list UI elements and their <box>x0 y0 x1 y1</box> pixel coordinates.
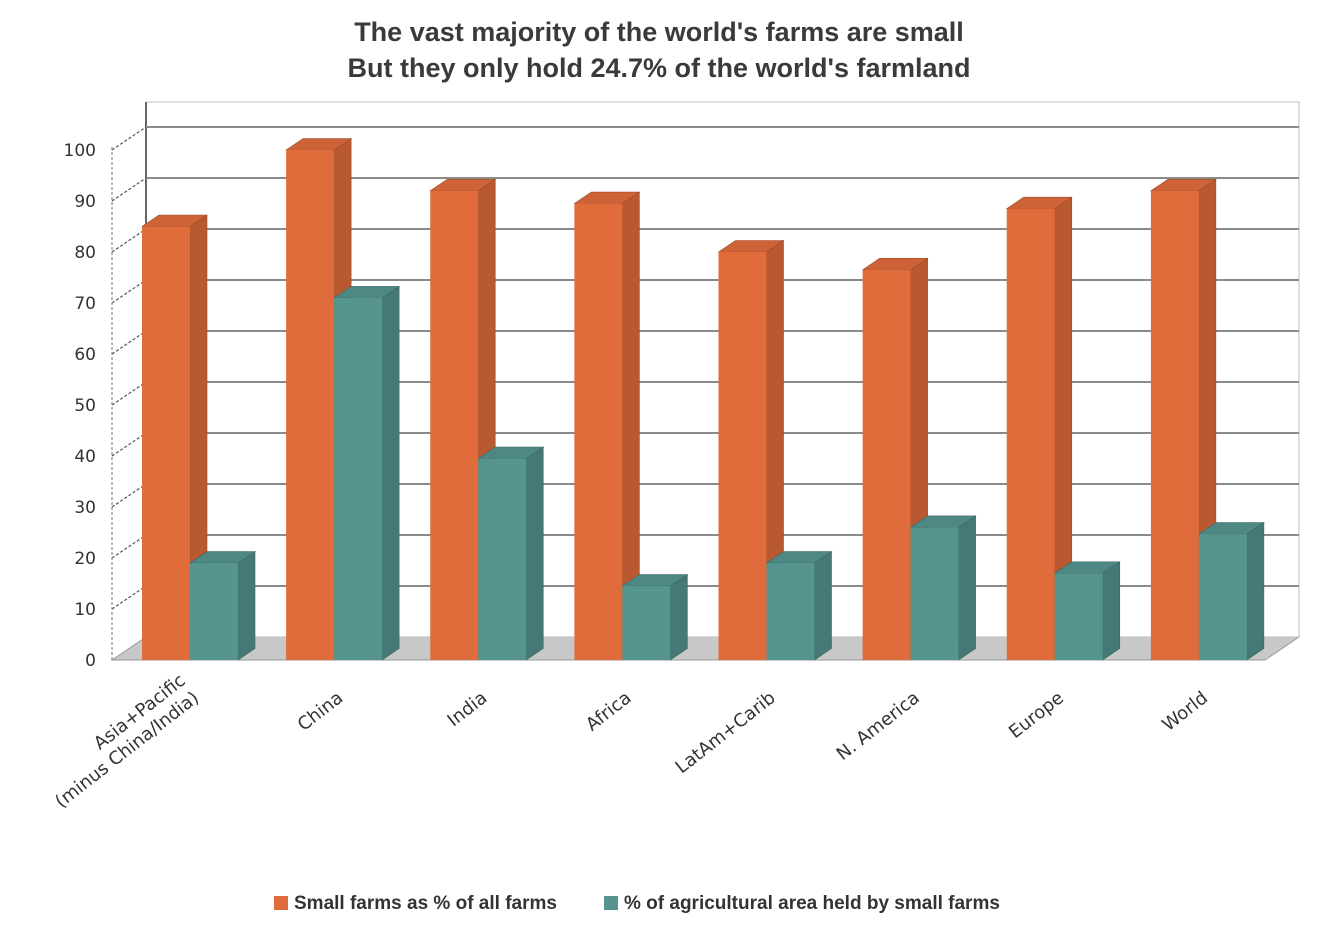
x-category-label: Africa <box>582 687 635 735</box>
gridline-side <box>111 126 147 151</box>
bar-small-farms-pct <box>1005 196 1073 661</box>
legend-swatch <box>274 896 288 910</box>
legend-label: Small farms as % of all farms <box>294 893 557 914</box>
gridline-side <box>111 330 147 355</box>
bar-small-farms-pct <box>141 214 208 661</box>
x-category-label: India <box>444 687 492 731</box>
gridline-side <box>111 585 147 610</box>
bar-agri-area-pct <box>621 573 689 661</box>
y-tick-label: 10 <box>74 600 96 620</box>
bar-front <box>1150 190 1199 661</box>
gridline-side <box>111 381 147 406</box>
bar-agri-area-pct <box>477 446 545 661</box>
bar-side <box>670 573 688 661</box>
y-tick-label: 0 <box>85 651 96 671</box>
y-tick-label: 50 <box>74 396 96 416</box>
x-axis-labels: Asia+Pacific(minus China/India) China Indi… <box>51 670 1212 812</box>
y-tick-label: 70 <box>74 294 96 314</box>
gridline-side <box>111 432 147 457</box>
y-tick-label: 80 <box>74 243 96 263</box>
bar-agri-area-pct <box>1197 521 1265 661</box>
y-axis: 0 10 20 30 40 50 60 70 80 90 100 <box>64 141 113 671</box>
bar-front <box>142 226 190 660</box>
legend: Small farms as % of all farms % of agricu… <box>274 893 1000 914</box>
x-tick-label: N. America <box>833 687 924 765</box>
bar-front <box>910 527 959 660</box>
x-tick-label: (minus China/India) <box>51 687 203 812</box>
chart-title: The vast majority of the world's farms a… <box>354 17 964 47</box>
x-category-label: World <box>1158 687 1212 735</box>
x-category-label: China <box>294 687 347 735</box>
bar-front <box>190 563 238 660</box>
gridline-side <box>111 483 147 508</box>
bars <box>141 137 1265 661</box>
bar-front <box>766 563 815 660</box>
chart-subtitle: But they only hold 24.7% of the world's … <box>348 53 971 83</box>
x-tick-label: China <box>294 687 347 735</box>
bar-front <box>430 190 479 661</box>
bar-front <box>862 269 911 660</box>
bar-agri-area-pct <box>189 551 256 661</box>
gridline-side <box>111 279 147 304</box>
bar-side <box>525 446 544 661</box>
x-category-label: N. America <box>833 687 924 765</box>
bar-side <box>381 285 400 661</box>
bar-agri-area-pct <box>909 515 977 661</box>
x-tick-label: India <box>444 687 492 731</box>
gridline-side <box>111 228 147 253</box>
legend-label: % of agricultural area held by small far… <box>624 893 1000 914</box>
y-tick-label: 90 <box>74 192 96 212</box>
bar-side <box>958 515 976 661</box>
legend-item: Small farms as % of all farms <box>274 893 557 914</box>
bar-front <box>1006 208 1055 660</box>
bar-small-farms-pct <box>573 191 641 661</box>
x-category-label: Asia+Pacific(minus China/India) <box>51 670 203 812</box>
bar-agri-area-pct <box>1053 561 1121 661</box>
bar-front <box>478 458 527 660</box>
x-category-label: Europe <box>1005 687 1068 743</box>
gridline-side <box>111 534 147 559</box>
bar-side <box>1246 521 1265 661</box>
x-tick-label: Africa <box>582 687 635 735</box>
bar-small-farms-pct <box>717 239 785 661</box>
x-category-label: LatAm+Carib <box>672 687 780 778</box>
y-tick-label: 20 <box>74 549 96 569</box>
x-tick-label: World <box>1158 687 1212 735</box>
bar-agri-area-pct <box>333 285 401 661</box>
bar-front <box>718 252 767 660</box>
y-tick-label: 40 <box>74 447 96 467</box>
bar-side <box>814 551 832 661</box>
bar-front <box>622 586 671 660</box>
bar-front <box>286 150 335 660</box>
bar-front <box>1198 534 1247 660</box>
bar-side <box>237 551 256 661</box>
legend-swatch <box>604 896 618 910</box>
bar-agri-area-pct <box>765 551 833 661</box>
y-tick-label: 60 <box>74 345 96 365</box>
bar-front <box>574 203 623 661</box>
gridline-side <box>111 177 147 202</box>
y-tick-label: 100 <box>64 141 96 161</box>
bar-front <box>334 297 383 660</box>
bar-side <box>1102 561 1121 661</box>
y-tick-label: 30 <box>74 498 96 518</box>
bar-front <box>1054 573 1103 660</box>
x-tick-label: Europe <box>1005 687 1068 743</box>
x-tick-label: LatAm+Carib <box>672 687 780 778</box>
legend-item: % of agricultural area held by small far… <box>604 893 1000 914</box>
